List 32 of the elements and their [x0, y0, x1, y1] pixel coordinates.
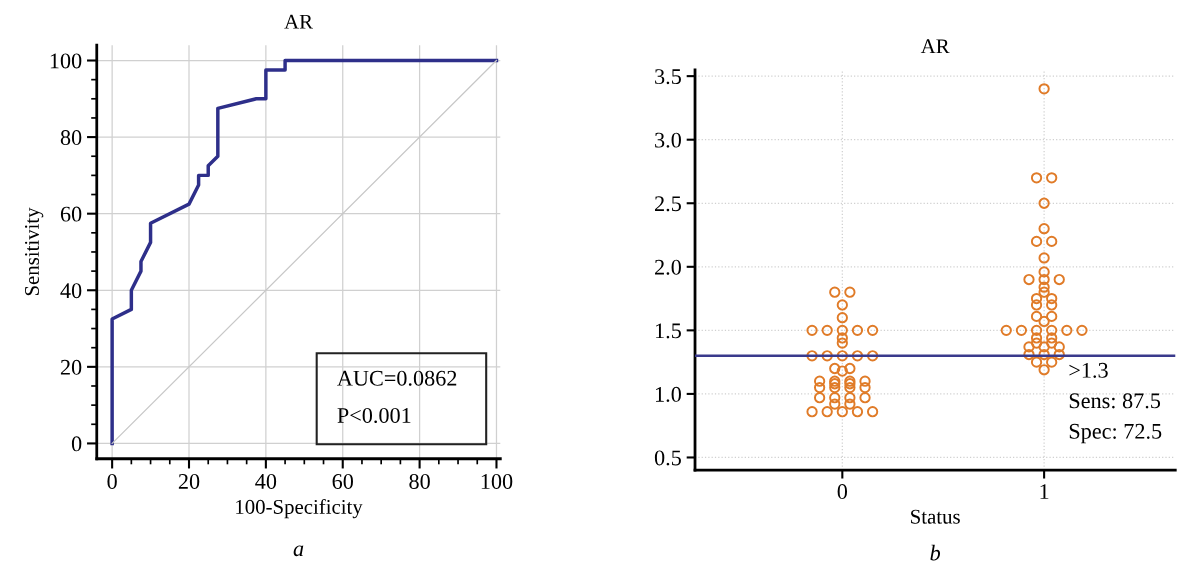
y-tick-label: 1.0	[656, 386, 681, 402]
y-tick-label: 3.0	[655, 132, 681, 148]
x-tick-label: 40	[255, 473, 277, 489]
text: a	[293, 545, 304, 557]
text: b	[930, 544, 941, 561]
annotation: Sens: 87.5	[1069, 393, 1161, 409]
annotation: Spec: 72.5	[1069, 423, 1162, 444]
y-tick-label: 0	[71, 436, 82, 452]
x-tick-label: 60	[332, 473, 353, 489]
y-tick-label: 60	[60, 206, 82, 222]
chart-title: AR	[920, 39, 950, 54]
y-tick-label: 0.5	[654, 450, 681, 466]
x-tick-label: 1	[1040, 484, 1049, 499]
y-tick-label: 40	[60, 283, 82, 299]
ref-line-label: >1.3	[1069, 362, 1108, 378]
x-tick-label: 100	[481, 473, 513, 489]
y-tick-label: 3.5	[655, 69, 681, 85]
x-axis-title: 100-Specificity	[236, 499, 363, 519]
y-tick-label: 1.5	[656, 323, 681, 339]
annotation: AUC=0.0862	[337, 370, 457, 386]
annotation: P<0.001	[337, 407, 411, 424]
y-tick-label: 2.0	[655, 259, 681, 275]
x-tick-label: 20	[178, 473, 200, 489]
x-axis-title: Status	[911, 509, 960, 524]
x-tick-label: 0	[107, 473, 117, 489]
y-tick-label: 2.5	[655, 196, 681, 212]
y-axis-title: Sensitivity	[25, 207, 44, 296]
y-tick-label: 100	[50, 53, 82, 69]
x-tick-label: 80	[409, 473, 430, 489]
chart-title: AR	[284, 14, 313, 29]
y-tick-label: 20	[60, 359, 82, 375]
y-tick-label: 80	[60, 130, 82, 146]
